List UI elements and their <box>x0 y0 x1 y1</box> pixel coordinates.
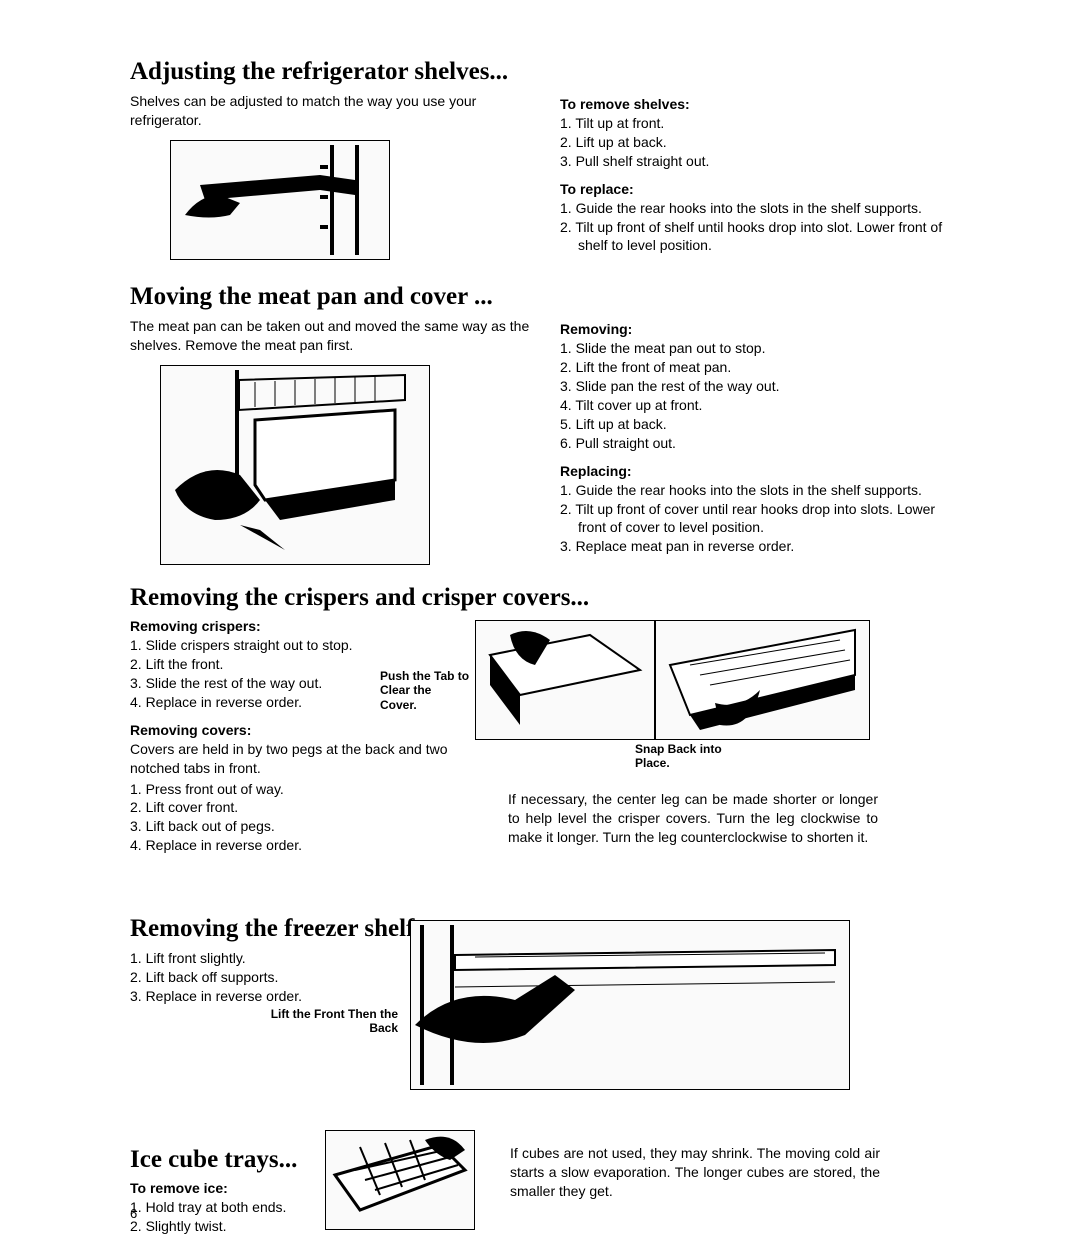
freezer-list: 1. Lift front slightly. 2. Lift back off… <box>130 949 310 1006</box>
crispers-title: Removing the crispers and crisper covers… <box>130 584 960 612</box>
push-tab-caption: Push the Tab to Clear the Cover. <box>380 669 470 712</box>
adjusting-left-col: Shelves can be adjusted to match the way… <box>130 92 530 265</box>
shelf-illustration <box>170 140 390 260</box>
remove-shelves-list: 1. Tilt up at front. 2. Lift up at back.… <box>560 114 960 171</box>
list-item: 5. Lift up at back. <box>560 415 960 434</box>
list-item: 2. Lift cover front. <box>130 798 480 817</box>
snap-back-caption: Snap Back into Place. <box>635 742 725 771</box>
list-item: 4. Tilt cover up at front. <box>560 396 960 415</box>
list-item: 3. Replace in reverse order. <box>130 987 310 1006</box>
meatpan-title: Moving the meat pan and cover ... <box>130 283 960 311</box>
list-item: 3. Lift back out of pegs. <box>130 817 480 836</box>
list-item: 2. Slightly twist. <box>130 1217 315 1236</box>
freezer-list-col: 1. Lift front slightly. 2. Lift back off… <box>130 949 310 1006</box>
list-item: 1. Tilt up at front. <box>560 114 960 133</box>
freezer-illustration <box>410 920 850 1090</box>
meatpan-replacing-list: 1. Guide the rear hooks into the slots i… <box>560 481 960 557</box>
list-item: 1. Guide the rear hooks into the slots i… <box>560 199 960 218</box>
meatpan-right-col: Removing: 1. Slide the meat pan out to s… <box>560 317 960 566</box>
list-item: 2. Lift the front of meat pan. <box>560 358 960 377</box>
manual-page: Adjusting the refrigerator shelves... Sh… <box>0 0 1080 1249</box>
crispers-left-col: Removing crispers: 1. Slide crispers str… <box>130 618 480 855</box>
list-item: 2. Lift back off supports. <box>130 968 310 987</box>
list-item: 1. Lift front slightly. <box>130 949 310 968</box>
list-item: 2. Lift up at back. <box>560 133 960 152</box>
list-item: 1. Press front out of way. <box>130 780 480 799</box>
shelf-svg <box>180 145 380 255</box>
removing-covers-list: 1. Press front out of way. 2. Lift cover… <box>130 780 480 856</box>
list-item: 2. Tilt up front of shelf until hooks dr… <box>560 218 960 256</box>
page-number: 6 <box>130 1206 137 1221</box>
ice-left-col: To remove ice: 1. Hold tray at both ends… <box>130 1180 315 1236</box>
replace-shelves-list: 1. Guide the rear hooks into the slots i… <box>560 199 960 256</box>
ice-tray-illustration <box>325 1130 475 1230</box>
list-item: 4. Replace in reverse order. <box>130 836 480 855</box>
list-item: 6. Pull straight out. <box>560 434 960 453</box>
section-adjusting-shelves: Adjusting the refrigerator shelves... Sh… <box>130 58 960 265</box>
remove-ice-list: 1. Hold tray at both ends. 2. Slightly t… <box>130 1198 315 1236</box>
removing-covers-intro: Covers are held in by two pegs at the ba… <box>130 740 480 778</box>
meatpan-removing-list: 1. Slide the meat pan out to stop. 2. Li… <box>560 339 960 452</box>
removing-covers-heading: Removing covers: <box>130 722 480 738</box>
adjusting-columns: Shelves can be adjusted to match the way… <box>130 92 960 265</box>
adjusting-right-col: To remove shelves: 1. Tilt up at front. … <box>560 92 960 265</box>
crisper-push-svg <box>480 625 650 735</box>
replace-shelves-heading: To replace: <box>560 181 960 197</box>
crisper-snap-illustration <box>655 620 870 740</box>
crisper-leg-note: If necessary, the center leg can be made… <box>508 790 878 847</box>
list-item: 3. Replace meat pan in reverse order. <box>560 537 960 556</box>
ice-tray-svg <box>330 1135 470 1225</box>
meatpan-intro: The meat pan can be taken out and moved … <box>130 317 530 355</box>
meatpan-svg <box>165 370 425 560</box>
crisper-snap-svg <box>660 625 865 735</box>
meatpan-illustration <box>160 365 430 565</box>
adjusting-title: Adjusting the refrigerator shelves... <box>130 58 960 86</box>
meatpan-removing-heading: Removing: <box>560 321 960 337</box>
remove-shelves-heading: To remove shelves: <box>560 96 960 112</box>
crisper-push-illustration <box>475 620 655 740</box>
lift-front-caption: Lift the Front Then the Back <box>268 1007 398 1036</box>
list-item: 1. Hold tray at both ends. <box>130 1198 315 1217</box>
meatpan-left-col: The meat pan can be taken out and moved … <box>130 317 530 566</box>
remove-ice-heading: To remove ice: <box>130 1180 315 1196</box>
list-item: 2. Tilt up front of cover until rear hoo… <box>560 500 960 538</box>
meatpan-columns: The meat pan can be taken out and moved … <box>130 317 960 566</box>
meatpan-replacing-heading: Replacing: <box>560 463 960 479</box>
list-item: 3. Slide pan the rest of the way out. <box>560 377 960 396</box>
list-item: 3. Pull shelf straight out. <box>560 152 960 171</box>
removing-crispers-heading: Removing crispers: <box>130 618 480 634</box>
list-item: 1. Slide crispers straight out to stop. <box>130 636 480 655</box>
adjusting-intro: Shelves can be adjusted to match the way… <box>130 92 530 130</box>
list-item: 1. Slide the meat pan out to stop. <box>560 339 960 358</box>
list-item: 1. Guide the rear hooks into the slots i… <box>560 481 960 500</box>
freezer-svg <box>415 925 845 1085</box>
ice-shrink-note: If cubes are not used, they may shrink. … <box>510 1144 880 1201</box>
section-meat-pan: Moving the meat pan and cover ... The me… <box>130 283 960 566</box>
